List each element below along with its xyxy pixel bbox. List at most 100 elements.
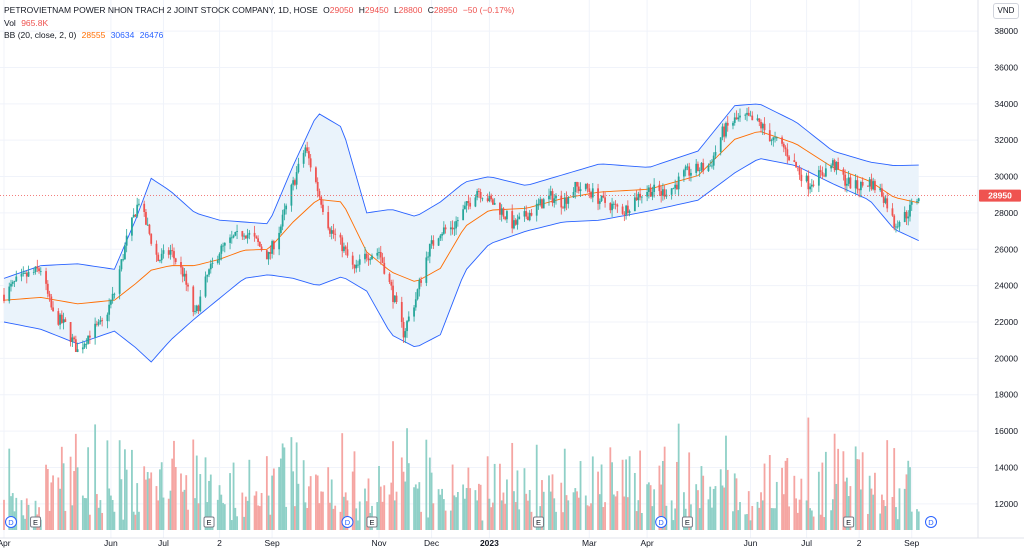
bb-row[interactable]: BB (20, close, 2, 0) 28555 30634 26476 [4, 29, 514, 42]
volume-bar [893, 448, 896, 530]
time-axis[interactable]: Apr Jun Jul 2 Sep Nov Dec 2023 Mar Apr Jun Jul 2 Sep [0, 537, 1024, 548]
event-marker-label: E [369, 518, 374, 527]
earnings-marker-icon[interactable] [203, 516, 215, 528]
volume-bar [845, 477, 848, 530]
volume-bar [760, 492, 762, 530]
volume-bar [698, 508, 701, 530]
volume-bar [74, 433, 77, 530]
volume-bar [343, 496, 345, 530]
candle-body [432, 240, 435, 246]
ohlc-high-value: 29450 [364, 5, 389, 15]
volume-bar [290, 437, 293, 530]
volume-bar [768, 455, 771, 530]
candle-body [211, 262, 214, 264]
volume-bar [25, 498, 28, 530]
candle-body [60, 314, 63, 323]
volume-bar [318, 503, 321, 530]
candle-body [528, 212, 531, 221]
volume-bar [774, 508, 776, 530]
candle-body [145, 212, 147, 225]
candlesticks [3, 106, 920, 354]
candle-body [562, 207, 564, 209]
volume-bar [462, 484, 465, 530]
volume-bar [293, 506, 296, 530]
volume-bar [469, 488, 472, 530]
candle-body [8, 286, 11, 302]
candle-body [395, 295, 398, 302]
symbol-row[interactable]: PETROVIETNAM POWER NHON TRACH 2 JOINT ST… [4, 4, 514, 17]
candle-body [383, 262, 386, 274]
earnings-marker-icon[interactable] [30, 516, 42, 528]
volume-bar [302, 460, 305, 530]
candle-body [253, 232, 256, 237]
candle-body [223, 242, 226, 246]
dividend-marker-icon[interactable] [655, 516, 668, 528]
earnings-marker-icon[interactable] [532, 516, 544, 528]
earnings-marker-icon[interactable] [681, 516, 693, 528]
volume-bar [60, 446, 63, 530]
candle-body [477, 191, 480, 192]
price-axis-tick-label: 20000 [994, 353, 1018, 363]
volume-bar [148, 478, 151, 530]
candle-body [499, 202, 501, 215]
candle-body [230, 237, 233, 239]
price-axis-tick-label: 36000 [994, 62, 1018, 72]
volume-bar [725, 435, 727, 530]
volume-bar [216, 499, 219, 530]
volume-label: Vol [4, 17, 16, 28]
dividend-marker-icon[interactable] [5, 516, 18, 528]
volume-bar [891, 496, 894, 530]
volume-bar [640, 512, 643, 530]
volume-bar [821, 462, 824, 530]
candle-body [27, 272, 30, 277]
volume-bar [171, 458, 174, 530]
currency-button[interactable]: VND [993, 3, 1019, 19]
candle-body [597, 188, 599, 204]
volume-bar [879, 513, 882, 530]
bb-lower-value: 26476 [139, 30, 164, 40]
candle-body [847, 177, 850, 184]
candle-body [62, 319, 65, 323]
candle-body [611, 203, 613, 211]
dividend-marker-icon[interactable] [341, 516, 354, 528]
candle-body [563, 197, 566, 209]
candle-body [565, 197, 568, 204]
price-axis[interactable]: 12000 14000 16000 18000 20000 22000 24000 26000… [977, 0, 1018, 538]
volume-row[interactable]: Vol 965.8K [4, 17, 514, 30]
candle-body [860, 182, 862, 191]
volume-bar [661, 460, 664, 530]
ohlc-low-value: 28800 [398, 5, 423, 15]
volume-bar [751, 505, 754, 530]
volume-bar [798, 499, 801, 530]
earnings-marker-icon[interactable] [366, 516, 378, 528]
candle-body [304, 147, 307, 153]
price-axis-tick-label: 14000 [994, 462, 1018, 472]
dividend-marker-icon[interactable] [925, 516, 938, 528]
bb-lower-line [3, 158, 919, 363]
volume-bar [793, 475, 796, 530]
candle-body [367, 258, 370, 261]
earnings-marker-icon[interactable] [843, 516, 855, 528]
volume-bar [155, 486, 158, 530]
candle-body [844, 174, 847, 186]
candle-body [774, 137, 776, 139]
volume-bar [465, 488, 468, 530]
candle-body [381, 257, 384, 263]
candle-body [917, 198, 920, 202]
candle-body [322, 204, 324, 212]
candle-body [173, 251, 175, 259]
candle-body [886, 198, 889, 209]
candle-body [358, 259, 361, 265]
volume-bar [896, 519, 899, 530]
volume-bar [257, 505, 259, 530]
candle-body [572, 192, 575, 198]
volume-bar [612, 494, 615, 530]
candle-body [111, 293, 114, 301]
candle-body [646, 192, 649, 197]
candle-body [670, 188, 673, 195]
volume-bar [511, 442, 514, 530]
volume-bar [660, 484, 663, 530]
volume-bar [208, 480, 210, 530]
